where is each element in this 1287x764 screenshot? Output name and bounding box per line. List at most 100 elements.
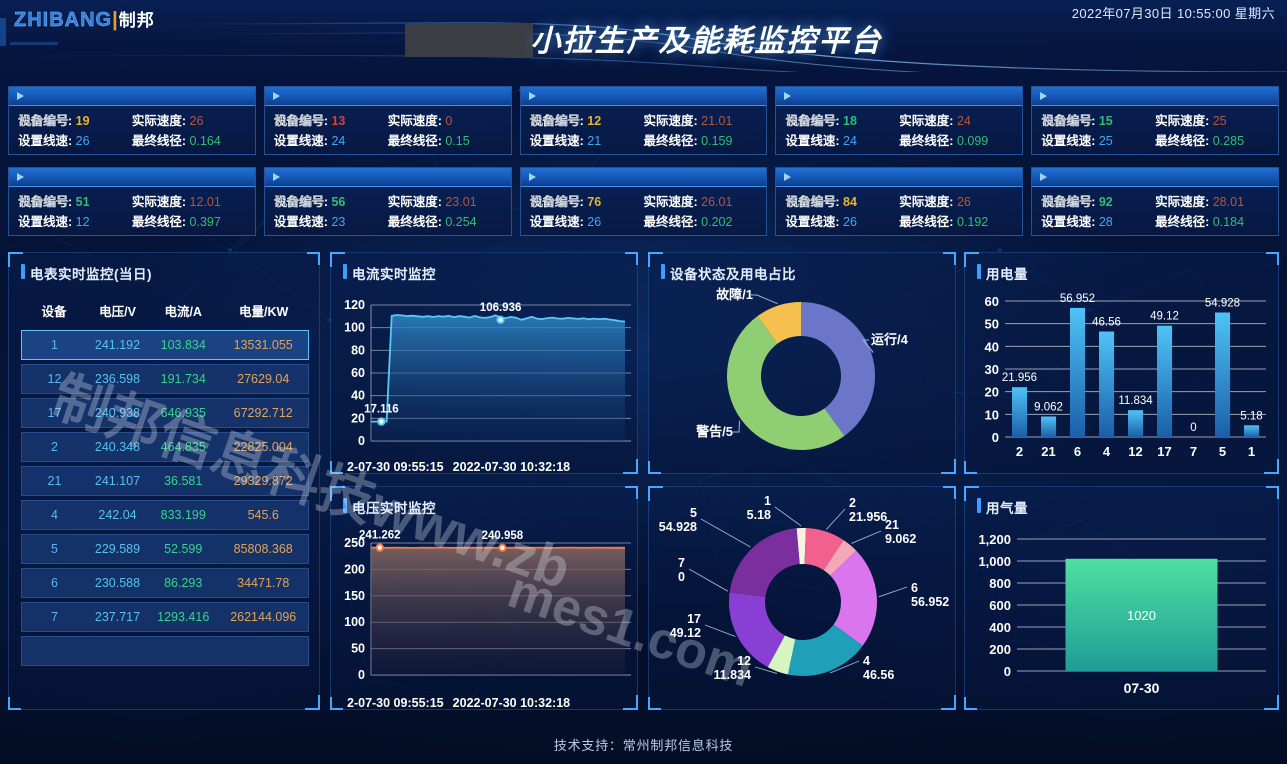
table-cell: 86.293 <box>148 568 219 598</box>
table-row[interactable]: 6 230.588 86.293 34471.78 <box>21 568 309 598</box>
set-speed-value: 26 <box>587 215 602 229</box>
device-card[interactable]: 设备编号 机台编号: 18 实际速度: 24 设置线速: 24 最终线径: 0.099 <box>775 86 1024 155</box>
pie-category-label: 17 <box>687 612 701 626</box>
device-id-label: 设备编号 机台编号 <box>18 114 70 128</box>
device-card[interactable]: 设备编号 机台编号: 76 实际速度: 26.01 设置线速: 26 最终线径: 0.2… <box>519 167 768 236</box>
actual-speed-value: 26.01 <box>701 195 733 209</box>
set-speed-value: 26 <box>843 215 857 229</box>
device-id-value: 15 <box>1098 114 1113 128</box>
table-column-header: 电量/KW <box>239 305 289 319</box>
set-speed-label: 设置线速: <box>785 215 840 229</box>
callout-leader <box>774 506 802 527</box>
table-cell: 229.589 <box>87 534 149 564</box>
play-triangle-icon <box>17 92 24 100</box>
bar[interactable] <box>1244 425 1260 437</box>
actual-speed-label: 实际速度: <box>1155 114 1210 128</box>
set-speed-label: 设置线速: <box>529 134 584 148</box>
bar[interactable] <box>1012 387 1028 437</box>
device-card[interactable]: 设备编号 机台编号: 12 实际速度: 21.01 设置线速: 21 最终线径: 0.1… <box>519 86 768 155</box>
device-card[interactable]: 设备编号 机台编号: 56 实际速度: 23.01 设置线速: 23 最终线径: 0.2… <box>263 167 512 236</box>
data-point[interactable] <box>496 315 505 325</box>
panel-corner-tr <box>1266 486 1279 499</box>
device-card[interactable]: 设备编号 机台编号: 15 实际速度: 25 设置线速: 25 最终线径: 0.285 <box>1031 86 1279 155</box>
table-row[interactable]: 1 241.192 103.834 13531.055 <box>21 330 309 360</box>
pie-value-label: 21.956 <box>849 510 887 524</box>
bar[interactable] <box>1065 558 1218 671</box>
actual-speed-value: 23.01 <box>445 195 477 209</box>
actual-speed-value: 24 <box>956 114 971 128</box>
table-cell: 103.834 <box>148 330 219 360</box>
table-cell: 241.107 <box>87 466 149 496</box>
bar[interactable] <box>1070 307 1086 437</box>
current-line-chart[interactable]: 0 20 40 60 80 100 120 17.116 106.936 2-07-30 09:5… <box>331 279 639 475</box>
device-card[interactable]: 设备编号 机台编号: 92 实际速度: 28.01 设置线速: 28 最终线径: 0.1… <box>1031 167 1279 236</box>
donut-segment[interactable] <box>767 635 796 675</box>
device-card[interactable]: 设备编号 机台编号: 19 实际速度: 26 设置线速: 26 最终线径: 0.164 <box>8 86 256 155</box>
bar[interactable] <box>1128 410 1144 437</box>
device-card-header <box>520 168 767 187</box>
play-triangle-icon <box>1040 92 1048 100</box>
pie-category-label: 12 <box>737 654 751 668</box>
logo-divider: | <box>112 9 119 31</box>
donut-segment[interactable] <box>804 528 844 571</box>
set-speed-value: 25 <box>1098 134 1113 148</box>
donut-segment[interactable] <box>727 316 845 450</box>
table-row[interactable]: 2 240.348 464.835 22825.004 <box>21 432 309 462</box>
bar-value-label: 54.928 <box>1205 297 1240 309</box>
device-card[interactable]: 设备编号 机台编号: 51 实际速度: 12.01 设置线速: 12 最终线径: 0.3… <box>8 167 256 236</box>
meter-table[interactable]: 设备 电压/V 电流/A 电量/KW 1 241.192 103.834 13531.055… <box>21 293 309 670</box>
bar[interactable] <box>1157 325 1173 437</box>
table-cell: 240.938 <box>87 398 149 428</box>
data-point[interactable] <box>498 543 507 552</box>
donut-segment[interactable] <box>830 550 877 646</box>
voltage-chart-title: 电压实时监控 <box>343 497 436 517</box>
y-axis-tick: 10 <box>985 407 999 422</box>
table-row[interactable]: 5 229.589 52.599 85808.368 <box>21 534 309 564</box>
redacted-block <box>404 23 533 57</box>
pie-category-label: 2 <box>849 496 856 510</box>
callout-leader <box>733 420 740 433</box>
gas-usage-bar-chart[interactable]: 0 200 400 600 800 1,000 1,200 1020 07-30 <box>965 513 1280 711</box>
y-axis-tick: 400 <box>989 620 1011 635</box>
play-triangle-icon <box>272 173 280 181</box>
table-cell: 236.598 <box>87 364 149 394</box>
bar[interactable] <box>1041 416 1057 438</box>
donut-segment[interactable] <box>796 528 806 565</box>
pie-value-label: 9.062 <box>885 532 916 546</box>
donut-segment[interactable] <box>757 302 801 344</box>
donut-segment[interactable] <box>729 528 800 597</box>
logo-text-cn: 制邦 <box>118 11 155 30</box>
bar[interactable] <box>1215 312 1231 438</box>
table-cell: 34471.78 <box>218 568 309 598</box>
donut-segment[interactable] <box>787 624 863 676</box>
device-status-donut-chart[interactable]: 运行/4 警告/5 故障/1 <box>649 279 957 475</box>
meter-table-wrap[interactable]: 设备 电压/V 电流/A 电量/KW 1 241.192 103.834 13531.055… <box>21 293 309 670</box>
pie-value-label: 5.18 <box>747 508 771 522</box>
device-id-value: 84 <box>843 195 857 209</box>
device-card[interactable]: 设备编号 机台编号: 13 实际速度: 0 设置线速: 24 最终线径: 0.15 <box>263 86 512 155</box>
table-row[interactable]: 21 241.107 36.581 29329.872 <box>21 466 309 496</box>
device-card-header <box>520 87 767 106</box>
actual-speed-label: 实际速度: <box>387 195 442 209</box>
donut-segment[interactable] <box>823 540 857 576</box>
device-id-value: 13 <box>331 114 346 128</box>
pie-category-label: 4 <box>863 654 870 668</box>
actual-speed-label: 实际速度: <box>1155 195 1210 209</box>
data-point[interactable] <box>377 417 386 426</box>
table-row[interactable]: 7 237.717 1293.416 262144.096 <box>21 602 309 632</box>
power-usage-bar-chart[interactable]: 010203040506021.95629.0622156.952646.564… <box>965 279 1280 475</box>
x-axis-tick: 2022-07-30 10:32:18 <box>453 696 570 710</box>
x-axis-tick: 21 <box>1041 444 1055 459</box>
device-card[interactable]: 设备编号 机台编号: 84 实际速度: 26 设置线速: 26 最终线径: 0.192 <box>775 167 1024 236</box>
bar[interactable] <box>1099 331 1115 438</box>
table-row[interactable] <box>21 636 309 666</box>
table-row[interactable]: 12 236.598 191.734 27629.04 <box>21 364 309 394</box>
table-row[interactable]: 4 242.04 833.199 545.6 <box>21 500 309 530</box>
donut-segment[interactable] <box>801 302 875 436</box>
donut-segment[interactable] <box>729 592 785 668</box>
logo-text-main: ZHIBANG <box>14 9 113 31</box>
data-point[interactable] <box>375 543 384 552</box>
table-row[interactable]: 17 240.938 646.935 67292.712 <box>21 398 309 428</box>
